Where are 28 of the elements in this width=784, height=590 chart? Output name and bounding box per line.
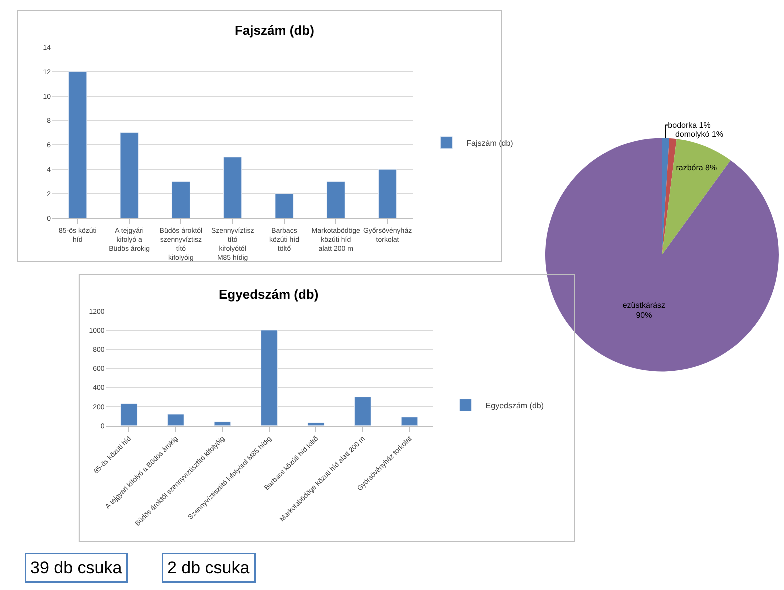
pie-slice <box>546 138 779 372</box>
bar <box>401 417 418 426</box>
pie-slice <box>662 139 731 255</box>
legend-label: Fajszám (db) <box>466 139 514 148</box>
bar <box>378 169 398 218</box>
slice-label: razbóra 8% <box>676 164 718 173</box>
text: 39 db csuka <box>30 558 123 578</box>
bar <box>120 404 138 426</box>
bar <box>120 132 139 218</box>
data-label: 90% <box>636 311 652 320</box>
slice-label: ezüstkárász <box>622 300 666 310</box>
bar <box>172 182 190 218</box>
bar <box>275 194 294 218</box>
slice-label: domolykó 1% <box>675 130 724 139</box>
bar <box>326 182 346 218</box>
legend-label: Egyedszám (db) <box>486 401 544 410</box>
bar <box>224 157 242 218</box>
chart-title: Fajszám (db) <box>235 23 314 38</box>
bar <box>168 414 184 426</box>
pie-slice <box>662 138 670 255</box>
chart-title: Egyedszám (db) <box>219 287 319 302</box>
pie-slice <box>662 138 677 255</box>
bar <box>68 72 88 218</box>
bar <box>261 330 278 426</box>
bar <box>354 397 372 426</box>
text: 2 db csuka <box>168 558 250 578</box>
slice-label: bodorka 1% <box>668 120 711 130</box>
bar <box>308 422 325 426</box>
